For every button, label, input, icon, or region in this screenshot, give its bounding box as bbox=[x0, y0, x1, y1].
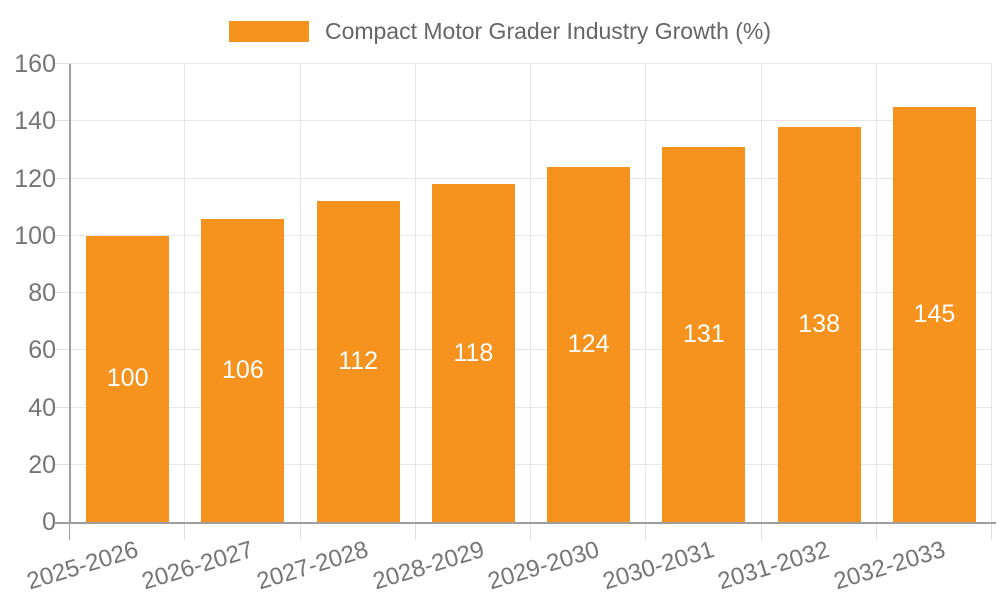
x-gridline bbox=[530, 64, 531, 522]
x-axis-tick-label: 2032-2033 bbox=[830, 536, 948, 596]
y-gridline bbox=[70, 120, 992, 122]
bar-value-label: 100 bbox=[106, 364, 149, 393]
y-gridline bbox=[70, 177, 992, 179]
x-axis-tick-label: 2031-2032 bbox=[715, 536, 833, 596]
x-axis-tick bbox=[414, 522, 416, 540]
x-axis-tick bbox=[875, 522, 877, 540]
bar: 145 bbox=[892, 106, 976, 522]
x-gridline bbox=[645, 64, 647, 522]
y-gridline bbox=[70, 63, 992, 64]
y-axis-tick-label: 140 bbox=[14, 107, 56, 136]
bar-value-label: 145 bbox=[913, 299, 956, 328]
y-axis-tick bbox=[54, 463, 70, 465]
x-gridline bbox=[414, 64, 416, 522]
x-axis-tick-label: 2026-2027 bbox=[138, 536, 257, 596]
x-axis-tick bbox=[69, 522, 70, 540]
y-axis-tick-label: 120 bbox=[14, 164, 56, 193]
x-axis-tick-label: 2030-2031 bbox=[599, 536, 718, 596]
bar-value-label: 112 bbox=[338, 347, 379, 376]
bar: 106 bbox=[201, 218, 285, 522]
bar-value-label: 138 bbox=[798, 309, 840, 338]
x-axis-tick-label: 2028-2029 bbox=[369, 536, 487, 596]
y-gridline bbox=[70, 463, 992, 465]
x-gridline bbox=[875, 64, 877, 522]
x-axis-tick bbox=[299, 522, 301, 540]
x-gridline bbox=[991, 64, 992, 522]
y-axis-tick-label: 160 bbox=[14, 50, 56, 78]
y-axis-tick-label: 20 bbox=[28, 450, 56, 479]
x-axis-tick bbox=[991, 522, 992, 540]
y-axis-tick-label: 60 bbox=[28, 336, 56, 365]
y-axis-tick-label: 100 bbox=[14, 221, 56, 250]
y-axis-tick bbox=[54, 177, 70, 179]
y-axis-tick bbox=[54, 120, 70, 122]
bar: 131 bbox=[662, 147, 746, 522]
bar: 124 bbox=[547, 167, 631, 522]
x-gridline bbox=[299, 64, 301, 522]
y-gridline bbox=[70, 292, 992, 293]
x-axis-tick bbox=[645, 522, 647, 540]
legend-label: Compact Motor Grader Industry Growth (%) bbox=[324, 18, 772, 44]
y-axis-tick-label: 40 bbox=[28, 393, 56, 422]
bar-value-label: 106 bbox=[222, 355, 264, 384]
y-axis-tick bbox=[54, 234, 70, 236]
x-axis-tick-label: 2025-2026 bbox=[23, 536, 142, 596]
y-axis-tick-label: 0 bbox=[42, 508, 56, 536]
x-axis-line bbox=[54, 522, 996, 524]
y-axis-tick bbox=[54, 349, 70, 351]
x-axis-tick-label: 2029-2030 bbox=[484, 536, 603, 596]
x-axis-tick bbox=[760, 522, 762, 540]
x-gridline bbox=[184, 64, 186, 522]
bar: 100 bbox=[86, 235, 170, 522]
bar-value-label: 124 bbox=[567, 330, 610, 359]
bar: 138 bbox=[777, 126, 861, 522]
y-gridline bbox=[70, 234, 992, 236]
legend[interactable]: Compact Motor Grader Industry Growth (%) bbox=[0, 18, 1000, 45]
x-axis-tick bbox=[184, 522, 186, 540]
y-axis-line bbox=[69, 64, 71, 522]
y-gridline bbox=[70, 349, 992, 351]
x-gridline bbox=[760, 64, 762, 522]
x-axis-tick bbox=[530, 522, 531, 540]
bar-value-label: 131 bbox=[683, 319, 725, 348]
y-axis-tick bbox=[54, 292, 70, 293]
bar: 112 bbox=[316, 201, 400, 522]
legend-swatch bbox=[228, 21, 309, 42]
bar-value-label: 118 bbox=[453, 338, 494, 367]
y-axis-tick bbox=[54, 406, 70, 408]
bar: 118 bbox=[431, 184, 515, 522]
y-axis-tick-label: 80 bbox=[28, 279, 56, 307]
y-gridline bbox=[70, 406, 992, 408]
x-axis-tick-label: 2027-2028 bbox=[254, 536, 372, 596]
y-axis-tick bbox=[54, 63, 70, 64]
